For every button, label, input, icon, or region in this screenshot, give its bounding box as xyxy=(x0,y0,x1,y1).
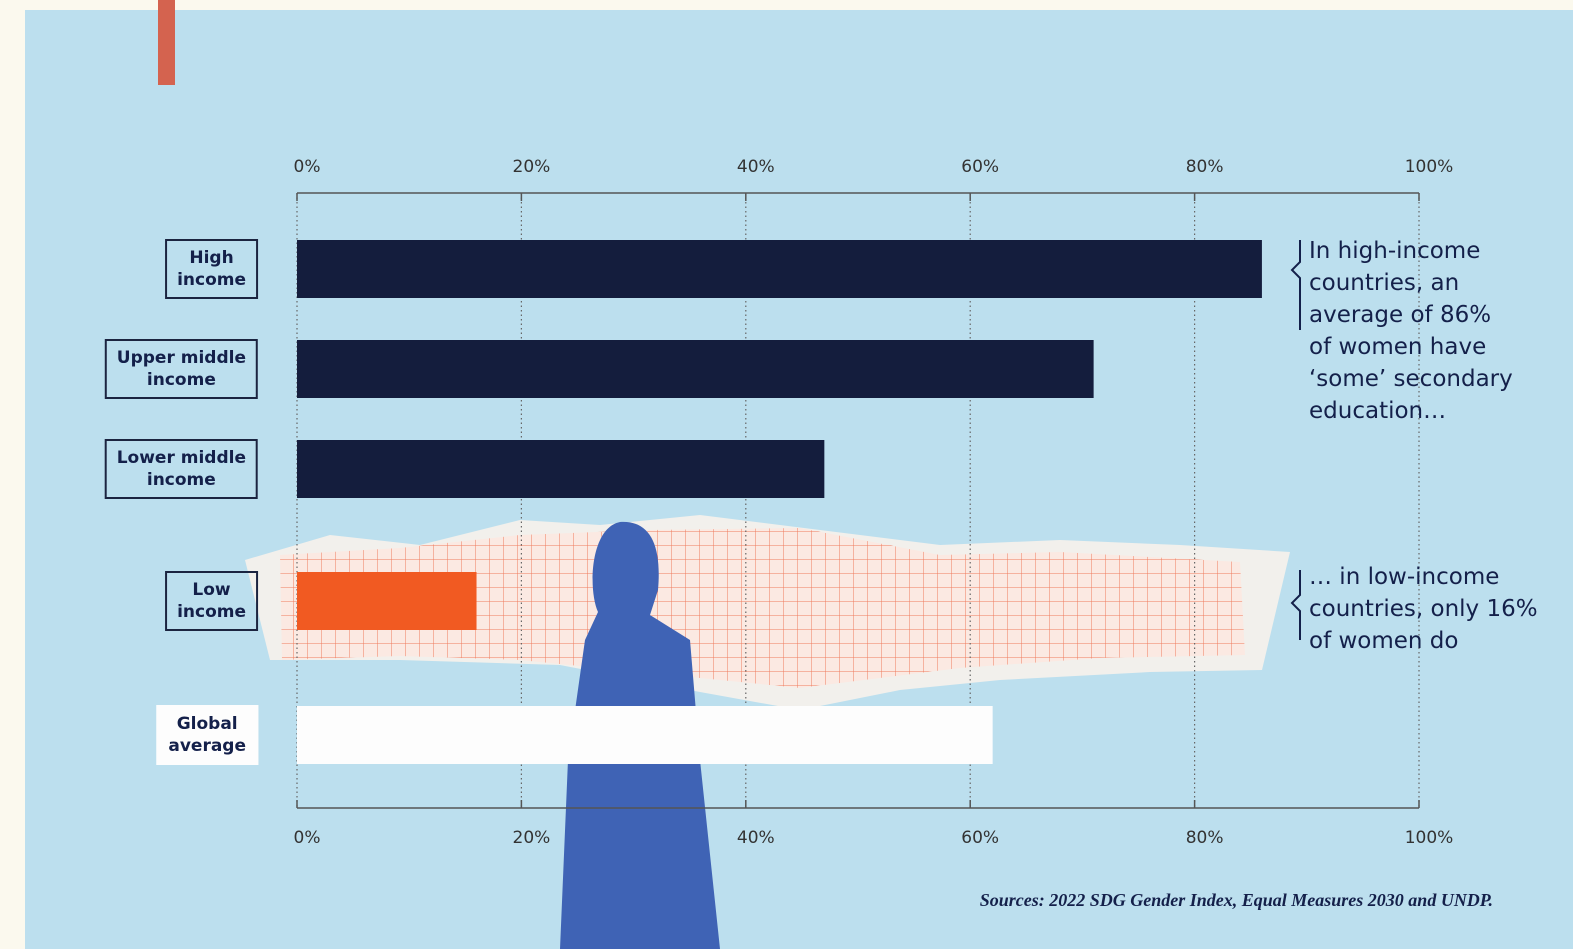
bar xyxy=(297,240,1262,298)
category-label: Low income xyxy=(165,571,258,631)
accent-bar xyxy=(158,0,175,85)
brace xyxy=(1290,240,1301,330)
bar xyxy=(297,340,1094,398)
category-label: Lower middle income xyxy=(104,439,258,499)
bar xyxy=(297,572,477,630)
annotation: In high-income countries, an average of … xyxy=(1309,238,1513,424)
x-tick-label: 40% xyxy=(737,157,775,177)
x-tick-label: 20% xyxy=(513,828,551,848)
category-label: Upper middle income xyxy=(104,339,258,399)
brace xyxy=(1290,570,1301,640)
bar xyxy=(297,706,993,764)
x-tick-label: 100% xyxy=(1405,828,1454,848)
x-tick-label: 60% xyxy=(961,828,999,848)
source-note: Sources: 2022 SDG Gender Index, Equal Me… xyxy=(979,890,1493,910)
annotation: … in low-income countries, only 16% of w… xyxy=(1309,564,1538,654)
x-tick-label: 40% xyxy=(737,828,775,848)
x-tick-label: 80% xyxy=(1186,157,1224,177)
x-tick-label: 60% xyxy=(961,157,999,177)
x-tick-label: 0% xyxy=(294,828,321,848)
bar xyxy=(297,440,825,498)
x-tick-label: 20% xyxy=(513,157,551,177)
x-tick-label: 0% xyxy=(294,157,321,177)
x-tick-label: 100% xyxy=(1405,157,1454,177)
category-label: Global average xyxy=(156,705,258,765)
category-label: High income xyxy=(165,239,258,299)
x-tick-label: 80% xyxy=(1186,828,1224,848)
